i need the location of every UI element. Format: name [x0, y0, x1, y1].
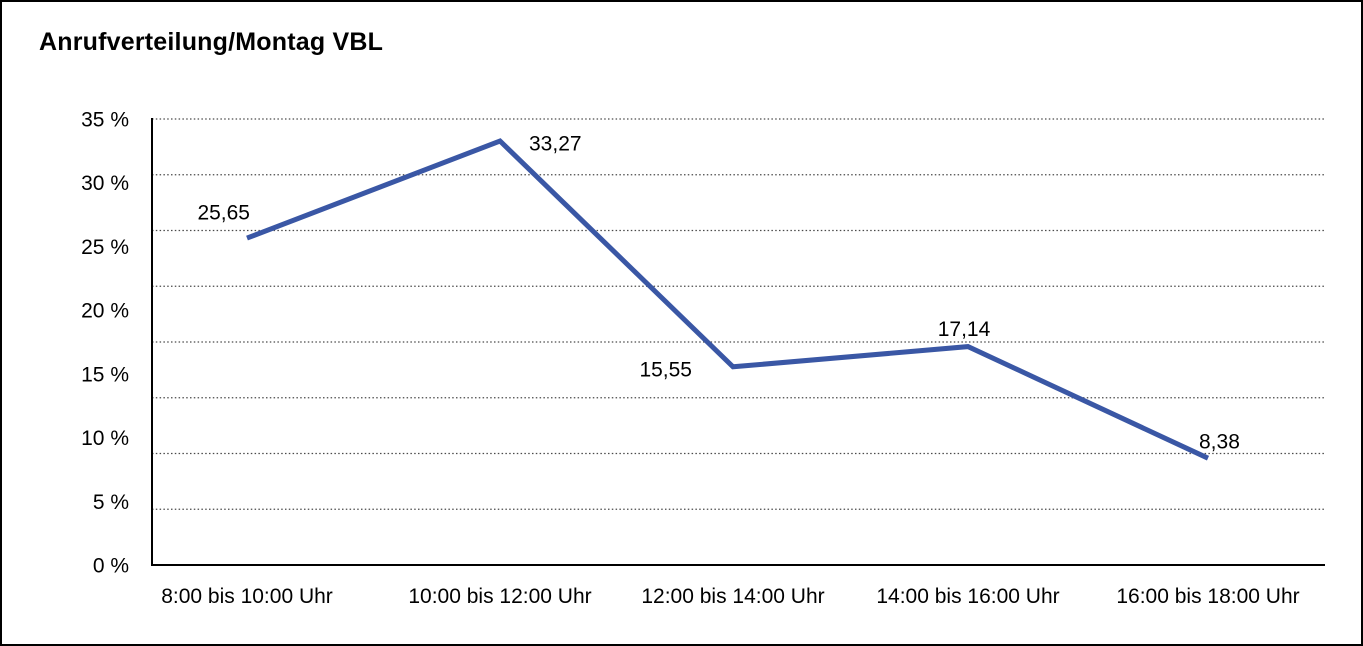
y-tick-label: 10 % [81, 427, 129, 450]
x-tick-label: 14:00 bis 16:00 Uhr [876, 585, 1059, 608]
value-label: 15,55 [639, 358, 692, 381]
y-tick-label: 30 % [81, 172, 129, 195]
y-tick-label: 0 % [93, 555, 129, 578]
y-tick-label: 25 % [81, 236, 129, 259]
y-tick-label: 5 % [93, 491, 129, 514]
series-line [246, 138, 1210, 461]
value-label: 17,14 [938, 318, 991, 341]
x-tick-label: 12:00 bis 14:00 Uhr [641, 585, 824, 608]
value-label: 33,27 [529, 133, 582, 156]
y-tick-label: 20 % [81, 300, 129, 323]
y-tick-label: 35 % [81, 109, 129, 132]
x-tick-label: 8:00 bis 10:00 Uhr [161, 585, 333, 608]
x-tick-label: 16:00 bis 18:00 Uhr [1116, 585, 1299, 608]
value-label: 8,38 [1199, 431, 1240, 454]
chart-title: Anrufverteilung/Montag VBL [39, 28, 384, 56]
x-tick-label: 10:00 bis 12:00 Uhr [408, 585, 591, 608]
y-tick-label: 15 % [81, 363, 129, 386]
value-label: 25,65 [197, 202, 250, 225]
